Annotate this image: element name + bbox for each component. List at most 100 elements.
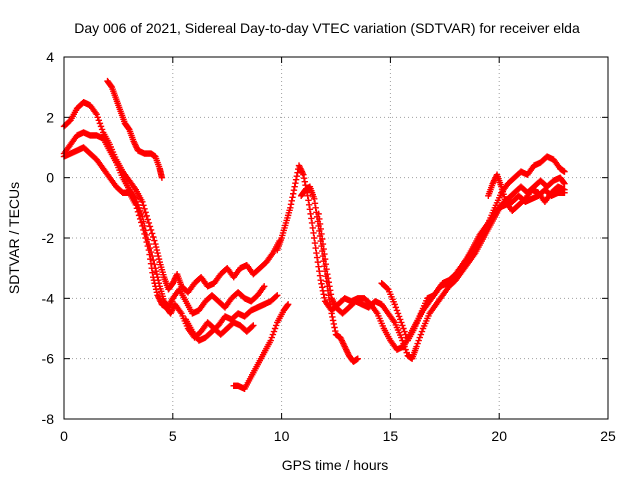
data-point xyxy=(96,120,104,127)
data-point xyxy=(291,183,298,190)
data-point xyxy=(141,230,148,238)
data-point xyxy=(321,294,328,302)
y-tick-label: 4 xyxy=(46,49,54,65)
data-point xyxy=(97,123,105,130)
data-point xyxy=(152,240,159,248)
sat-track-4 xyxy=(104,77,166,181)
data-point xyxy=(317,225,324,233)
data-point xyxy=(141,205,148,213)
data-point xyxy=(323,265,330,273)
data-point xyxy=(393,307,401,314)
data-point xyxy=(150,277,158,284)
data-point xyxy=(415,337,422,344)
data-point xyxy=(317,277,324,284)
data-point xyxy=(150,256,157,264)
data-point xyxy=(134,208,142,216)
data-point xyxy=(150,274,157,281)
data-point xyxy=(140,226,147,234)
y-tick-label: -2 xyxy=(42,230,55,246)
data-point xyxy=(271,325,279,332)
data-point xyxy=(140,202,147,209)
data-point xyxy=(325,279,332,286)
data-point xyxy=(152,243,160,251)
sat-track-5 xyxy=(182,292,281,344)
data-point xyxy=(142,209,149,216)
data-point xyxy=(98,126,106,133)
data-point xyxy=(147,260,155,267)
x-tick-label: 15 xyxy=(383,428,399,444)
data-point xyxy=(311,239,319,247)
data-point xyxy=(328,310,335,317)
data-point xyxy=(147,255,154,263)
data-point xyxy=(305,201,313,209)
data-point xyxy=(269,331,277,338)
data-point xyxy=(301,178,309,185)
data-point xyxy=(311,234,318,242)
data-point xyxy=(309,224,316,232)
y-tick-label: -8 xyxy=(42,411,55,427)
x-axis-label: GPS time / hours xyxy=(282,457,389,473)
data-point xyxy=(158,174,166,181)
data-point xyxy=(293,172,301,180)
data-point xyxy=(308,219,316,227)
data-point xyxy=(151,280,158,287)
data-points xyxy=(60,77,568,393)
data-point xyxy=(145,219,153,227)
data-point xyxy=(319,235,326,243)
sat-track-10 xyxy=(378,186,568,344)
data-point xyxy=(94,114,101,121)
data-point xyxy=(398,334,405,341)
data-point xyxy=(148,230,156,237)
data-point xyxy=(143,238,150,246)
data-point xyxy=(249,323,256,330)
data-point xyxy=(324,275,332,282)
data-point xyxy=(148,264,155,272)
data-point xyxy=(329,313,336,321)
data-point xyxy=(395,313,403,320)
data-point xyxy=(561,168,568,175)
data-point xyxy=(319,284,326,291)
data-point xyxy=(354,355,361,362)
data-point xyxy=(138,219,145,226)
data-point xyxy=(267,337,274,344)
data-point xyxy=(143,212,150,220)
x-tick-label: 25 xyxy=(600,428,616,444)
data-point xyxy=(318,230,325,238)
data-point xyxy=(327,305,335,313)
data-point xyxy=(319,240,327,248)
data-point xyxy=(561,186,568,193)
data-point xyxy=(315,210,322,218)
data-point xyxy=(399,337,406,344)
data-point xyxy=(292,176,300,183)
data-point xyxy=(311,195,318,202)
data-point xyxy=(392,304,400,311)
data-point xyxy=(289,194,296,201)
data-point xyxy=(155,255,163,263)
data-point xyxy=(288,197,295,204)
data-point xyxy=(306,206,314,213)
data-point xyxy=(154,249,161,257)
data-point xyxy=(314,258,322,266)
y-tick-label: 0 xyxy=(46,170,54,186)
data-point xyxy=(290,190,297,197)
data-point xyxy=(316,272,324,279)
data-point xyxy=(332,327,339,335)
data-point xyxy=(326,287,334,294)
data-point xyxy=(151,237,158,244)
data-point xyxy=(284,301,292,308)
data-point xyxy=(304,192,311,199)
data-point xyxy=(320,245,327,253)
data-point xyxy=(312,204,319,212)
data-point xyxy=(146,251,153,258)
data-point xyxy=(284,302,291,309)
data-point xyxy=(274,292,281,299)
data-point xyxy=(272,322,280,329)
data-point xyxy=(402,331,409,338)
sat-track-11 xyxy=(485,171,568,215)
data-point xyxy=(401,343,408,350)
data-point xyxy=(300,171,307,178)
data-point xyxy=(146,223,154,230)
y-axis-label: SDTVAR / TECUs xyxy=(6,182,22,294)
data-point xyxy=(145,246,153,254)
data-point xyxy=(322,260,330,268)
